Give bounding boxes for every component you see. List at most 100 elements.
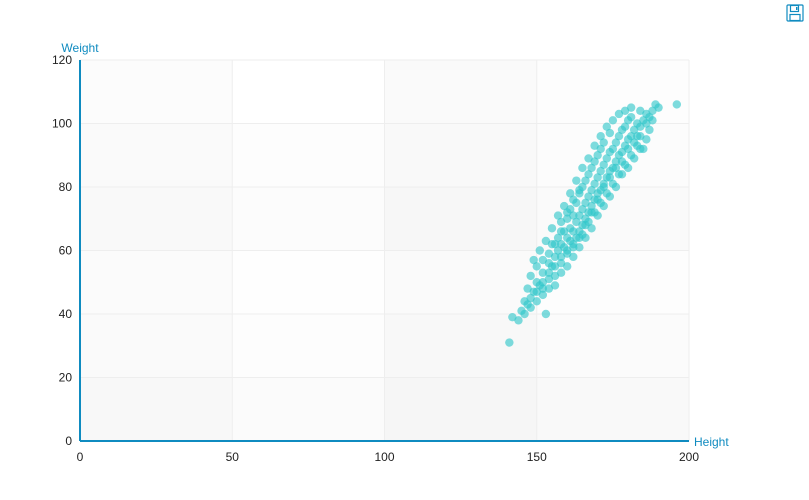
x-axis-tick-labels: 0 50 100 150 200 — [77, 450, 700, 464]
data-point — [550, 252, 560, 262]
data-point — [520, 309, 529, 319]
data-point — [593, 173, 602, 182]
data-point — [532, 297, 541, 306]
data-point — [569, 227, 578, 236]
x-tick-label: 150 — [527, 450, 547, 464]
data-point — [626, 151, 636, 160]
data-point — [550, 262, 560, 271]
data-point — [645, 125, 654, 135]
plot-band — [232, 187, 385, 251]
data-point — [563, 262, 572, 271]
y-axis-tick-labels: 0 20 40 60 80 100 120 — [52, 53, 72, 448]
plot-band — [536, 60, 689, 124]
data-point — [596, 132, 605, 141]
data-point — [590, 179, 599, 189]
data-point — [611, 157, 621, 166]
data-point — [556, 227, 566, 236]
plot-band — [536, 377, 689, 441]
data-point — [620, 122, 630, 131]
data-point — [532, 287, 541, 296]
data-point — [575, 185, 584, 195]
data-points — [505, 100, 682, 347]
data-point — [538, 268, 548, 277]
data-point — [648, 116, 657, 125]
data-point — [541, 236, 551, 246]
data-point — [599, 160, 608, 169]
y-tick-label: 100 — [52, 117, 72, 131]
data-point — [553, 233, 563, 242]
x-tick-label: 50 — [226, 450, 240, 464]
data-point — [587, 163, 596, 173]
data-point — [654, 103, 663, 112]
data-point — [505, 338, 514, 347]
data-point — [556, 252, 566, 262]
plot-band — [384, 377, 537, 441]
x-tick-label: 200 — [679, 450, 699, 464]
data-point — [563, 246, 572, 255]
data-point — [575, 233, 584, 242]
data-point — [608, 179, 618, 189]
data-point — [608, 144, 618, 154]
data-point — [550, 239, 560, 249]
data-point — [593, 151, 602, 160]
data-point — [593, 195, 602, 204]
data-point — [611, 163, 621, 173]
data-point — [526, 303, 535, 312]
y-tick-label: 80 — [59, 180, 73, 194]
plot-band — [80, 314, 233, 378]
y-tick-label: 40 — [59, 307, 73, 321]
plot-band — [536, 314, 689, 378]
plot-band — [80, 123, 233, 187]
data-point — [602, 189, 611, 198]
data-point — [584, 170, 593, 179]
plot-band — [384, 123, 537, 187]
data-point — [672, 100, 682, 109]
data-point — [626, 112, 636, 122]
data-point — [614, 132, 624, 141]
save-as-image-icon[interactable] — [786, 4, 804, 22]
data-point — [629, 138, 639, 147]
plot-band — [232, 123, 385, 187]
data-point — [541, 309, 551, 319]
data-point — [608, 116, 618, 125]
data-point — [572, 176, 581, 185]
data-point — [623, 144, 633, 154]
data-point — [605, 173, 615, 182]
data-point — [529, 255, 538, 265]
plot-band — [384, 187, 537, 251]
data-point — [614, 170, 624, 179]
data-point — [584, 154, 593, 163]
data-point — [514, 316, 523, 325]
data-point — [578, 163, 587, 173]
plot-band — [384, 314, 537, 378]
data-point — [581, 220, 590, 230]
data-point — [590, 141, 599, 150]
y-axis-title: Weight — [61, 41, 99, 55]
data-point — [559, 201, 569, 211]
plot-band — [232, 60, 385, 124]
data-point — [602, 154, 611, 163]
plot-band — [232, 250, 385, 314]
plot-band — [80, 377, 233, 441]
data-point — [599, 182, 608, 192]
data-point — [566, 189, 575, 198]
plot-band — [80, 187, 233, 251]
data-point — [626, 132, 636, 141]
y-tick-label: 20 — [59, 371, 73, 385]
data-point — [556, 268, 566, 277]
x-tick-label: 100 — [374, 450, 394, 464]
data-point — [636, 132, 645, 141]
y-tick-label: 120 — [52, 53, 72, 67]
data-point — [563, 208, 572, 217]
data-point — [526, 271, 535, 281]
data-point — [538, 278, 548, 287]
data-point — [587, 208, 596, 217]
data-point — [602, 122, 611, 131]
plot-band — [384, 250, 537, 314]
data-point — [535, 246, 544, 255]
data-point — [569, 252, 578, 262]
plot-band — [384, 60, 537, 124]
data-point — [550, 281, 560, 290]
y-tick-label: 60 — [59, 244, 73, 258]
